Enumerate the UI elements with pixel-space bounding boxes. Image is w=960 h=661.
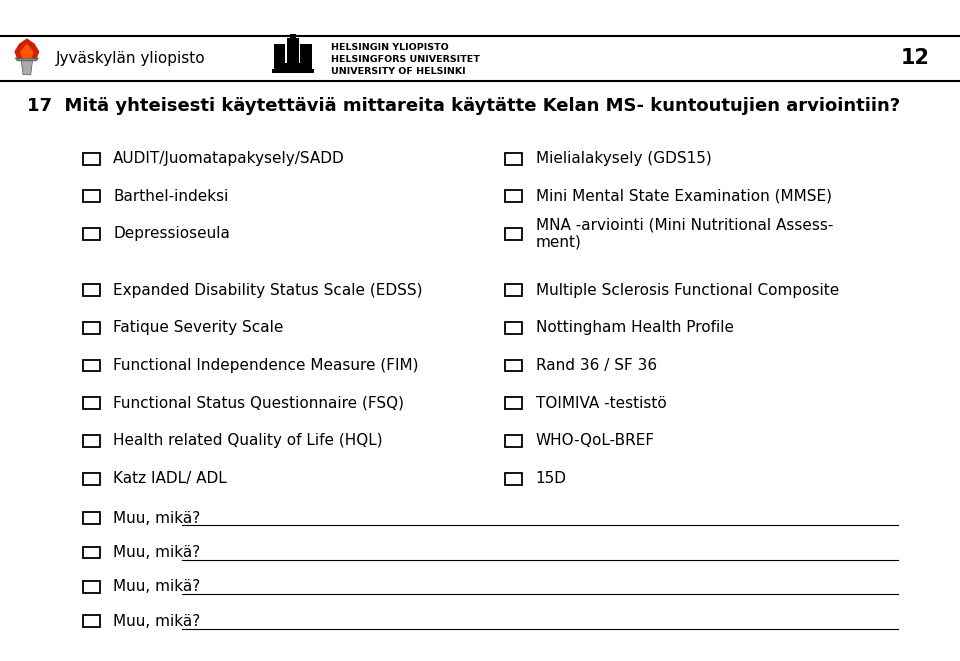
Text: 15D: 15D (536, 471, 566, 486)
Text: Health related Quality of Life (HQL): Health related Quality of Life (HQL) (113, 434, 383, 448)
Text: Mielialakysely (GDS15): Mielialakysely (GDS15) (536, 151, 711, 166)
Text: Katz IADL/ ADL: Katz IADL/ ADL (113, 471, 227, 486)
FancyBboxPatch shape (505, 473, 522, 485)
FancyBboxPatch shape (505, 153, 522, 165)
Text: Muu, mikä?: Muu, mikä? (113, 580, 201, 594)
FancyBboxPatch shape (505, 360, 522, 371)
FancyBboxPatch shape (83, 322, 100, 334)
Text: Multiple Sclerosis Functional Composite: Multiple Sclerosis Functional Composite (536, 283, 839, 297)
FancyBboxPatch shape (505, 435, 522, 447)
Text: WHO-QoL-BREF: WHO-QoL-BREF (536, 434, 655, 448)
Polygon shape (20, 44, 34, 58)
FancyBboxPatch shape (505, 190, 522, 202)
FancyBboxPatch shape (83, 473, 100, 485)
FancyBboxPatch shape (505, 284, 522, 296)
Text: Jyväskylän yliopisto: Jyväskylän yliopisto (56, 51, 205, 65)
Text: Depressioseula: Depressioseula (113, 227, 230, 241)
Text: ment): ment) (536, 235, 582, 249)
Text: Mini Mental State Examination (MMSE): Mini Mental State Examination (MMSE) (536, 189, 831, 204)
Polygon shape (14, 38, 39, 59)
Text: AUDIT/Juomatapakysely/SADD: AUDIT/Juomatapakysely/SADD (113, 151, 345, 166)
FancyBboxPatch shape (83, 228, 100, 240)
FancyBboxPatch shape (300, 44, 312, 63)
Text: TOIMIVA -testistö: TOIMIVA -testistö (536, 396, 666, 410)
Text: Barthel-indeksi: Barthel-indeksi (113, 189, 228, 204)
FancyBboxPatch shape (505, 322, 522, 334)
FancyBboxPatch shape (274, 44, 285, 63)
Text: 17  Mitä yhteisesti käytettäviä mittareita käytätte Kelan MS- kuntoutujien arvio: 17 Mitä yhteisesti käytettäviä mittareit… (27, 97, 900, 115)
Text: Expanded Disability Status Scale (EDSS): Expanded Disability Status Scale (EDSS) (113, 283, 422, 297)
FancyBboxPatch shape (83, 581, 100, 593)
FancyBboxPatch shape (505, 397, 522, 409)
Text: MNA -arviointi (Mini Nutritional Assess-: MNA -arviointi (Mini Nutritional Assess- (536, 218, 833, 233)
Text: HELSINGFORS UNIVERSITET: HELSINGFORS UNIVERSITET (331, 55, 480, 64)
Text: Muu, mikä?: Muu, mikä? (113, 545, 201, 560)
Text: UNIVERSITY OF HELSINKI: UNIVERSITY OF HELSINKI (331, 67, 466, 76)
Polygon shape (21, 59, 33, 75)
Text: HELSINGIN YLIOPISTO: HELSINGIN YLIOPISTO (331, 43, 449, 52)
Text: 12: 12 (900, 48, 929, 68)
Text: Rand 36 / SF 36: Rand 36 / SF 36 (536, 358, 657, 373)
FancyBboxPatch shape (83, 360, 100, 371)
Text: Nottingham Health Profile: Nottingham Health Profile (536, 321, 733, 335)
FancyBboxPatch shape (83, 512, 100, 524)
FancyBboxPatch shape (287, 38, 299, 63)
Polygon shape (15, 58, 38, 61)
FancyBboxPatch shape (83, 190, 100, 202)
Text: Muu, mikä?: Muu, mikä? (113, 614, 201, 629)
Text: Muu, mikä?: Muu, mikä? (113, 511, 201, 525)
FancyBboxPatch shape (83, 547, 100, 559)
Text: Fatique Severity Scale: Fatique Severity Scale (113, 321, 283, 335)
FancyBboxPatch shape (274, 63, 312, 70)
FancyBboxPatch shape (83, 615, 100, 627)
Text: Functional Independence Measure (FIM): Functional Independence Measure (FIM) (113, 358, 419, 373)
FancyBboxPatch shape (83, 397, 100, 409)
FancyBboxPatch shape (290, 34, 296, 38)
FancyBboxPatch shape (272, 69, 314, 73)
FancyBboxPatch shape (83, 153, 100, 165)
FancyBboxPatch shape (83, 435, 100, 447)
FancyBboxPatch shape (505, 228, 522, 240)
Text: Functional Status Questionnaire (FSQ): Functional Status Questionnaire (FSQ) (113, 396, 404, 410)
FancyBboxPatch shape (83, 284, 100, 296)
